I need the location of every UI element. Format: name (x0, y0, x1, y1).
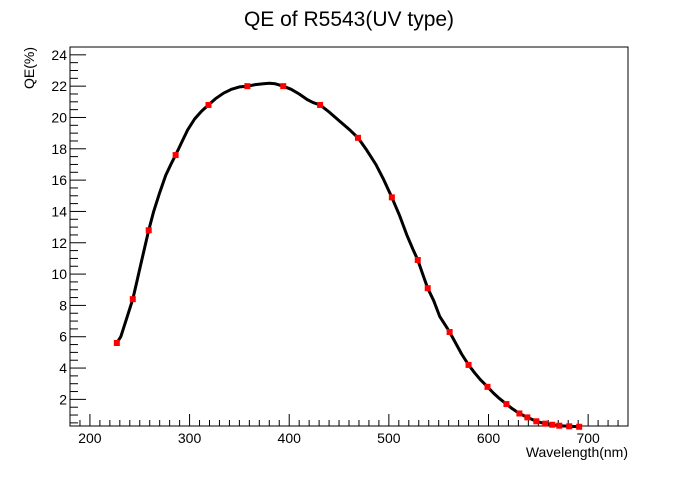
data-point (533, 418, 540, 425)
x-tick-label: 200 (78, 430, 102, 446)
y-tick-label: 16 (51, 172, 67, 188)
data-point (129, 296, 136, 303)
y-tick-label: 14 (51, 203, 67, 219)
chart-title: QE of R5543(UV type) (244, 8, 454, 31)
data-point (354, 134, 361, 141)
data-point (280, 83, 287, 90)
y-tick-label: 6 (59, 329, 67, 345)
y-tick-label: 2 (59, 391, 67, 407)
data-point (446, 329, 453, 336)
y-tick-label: 4 (59, 360, 67, 376)
data-point (388, 194, 395, 201)
y-tick-label: 12 (51, 235, 67, 251)
data-point (145, 227, 152, 234)
data-point (484, 383, 491, 390)
data-point (113, 339, 120, 346)
data-point (542, 420, 549, 427)
y-tick-label: 24 (51, 47, 67, 63)
x-tick-label: 500 (377, 430, 401, 446)
data-point (172, 152, 179, 159)
data-point (556, 422, 563, 429)
data-point (317, 101, 324, 108)
plot-frame (69, 46, 629, 427)
data-point (576, 423, 583, 430)
x-axis-label: Wavelength(nm) (526, 444, 628, 460)
x-tick-label: 300 (178, 430, 202, 446)
series (113, 81, 583, 430)
x-tick-label: 700 (576, 430, 600, 446)
y-tick-label: 22 (51, 78, 67, 94)
y-tick-label: 8 (59, 297, 67, 313)
data-point (549, 421, 556, 428)
data-point (465, 361, 472, 368)
data-point (503, 401, 510, 408)
x-tick-label: 600 (477, 430, 501, 446)
data-point (414, 256, 421, 263)
y-tick-label: 10 (51, 266, 67, 282)
data-point (516, 410, 523, 417)
qe-curve (115, 81, 581, 429)
y-axis-label: QE(%) (21, 47, 37, 89)
x-tick-label: 400 (278, 430, 302, 446)
data-point (205, 101, 212, 108)
data-point (524, 414, 531, 421)
data-point (244, 83, 251, 90)
y-tick-label: 18 (51, 141, 67, 157)
data-point (424, 285, 431, 292)
data-point (566, 423, 573, 430)
y-tick-label: 20 (51, 109, 67, 125)
